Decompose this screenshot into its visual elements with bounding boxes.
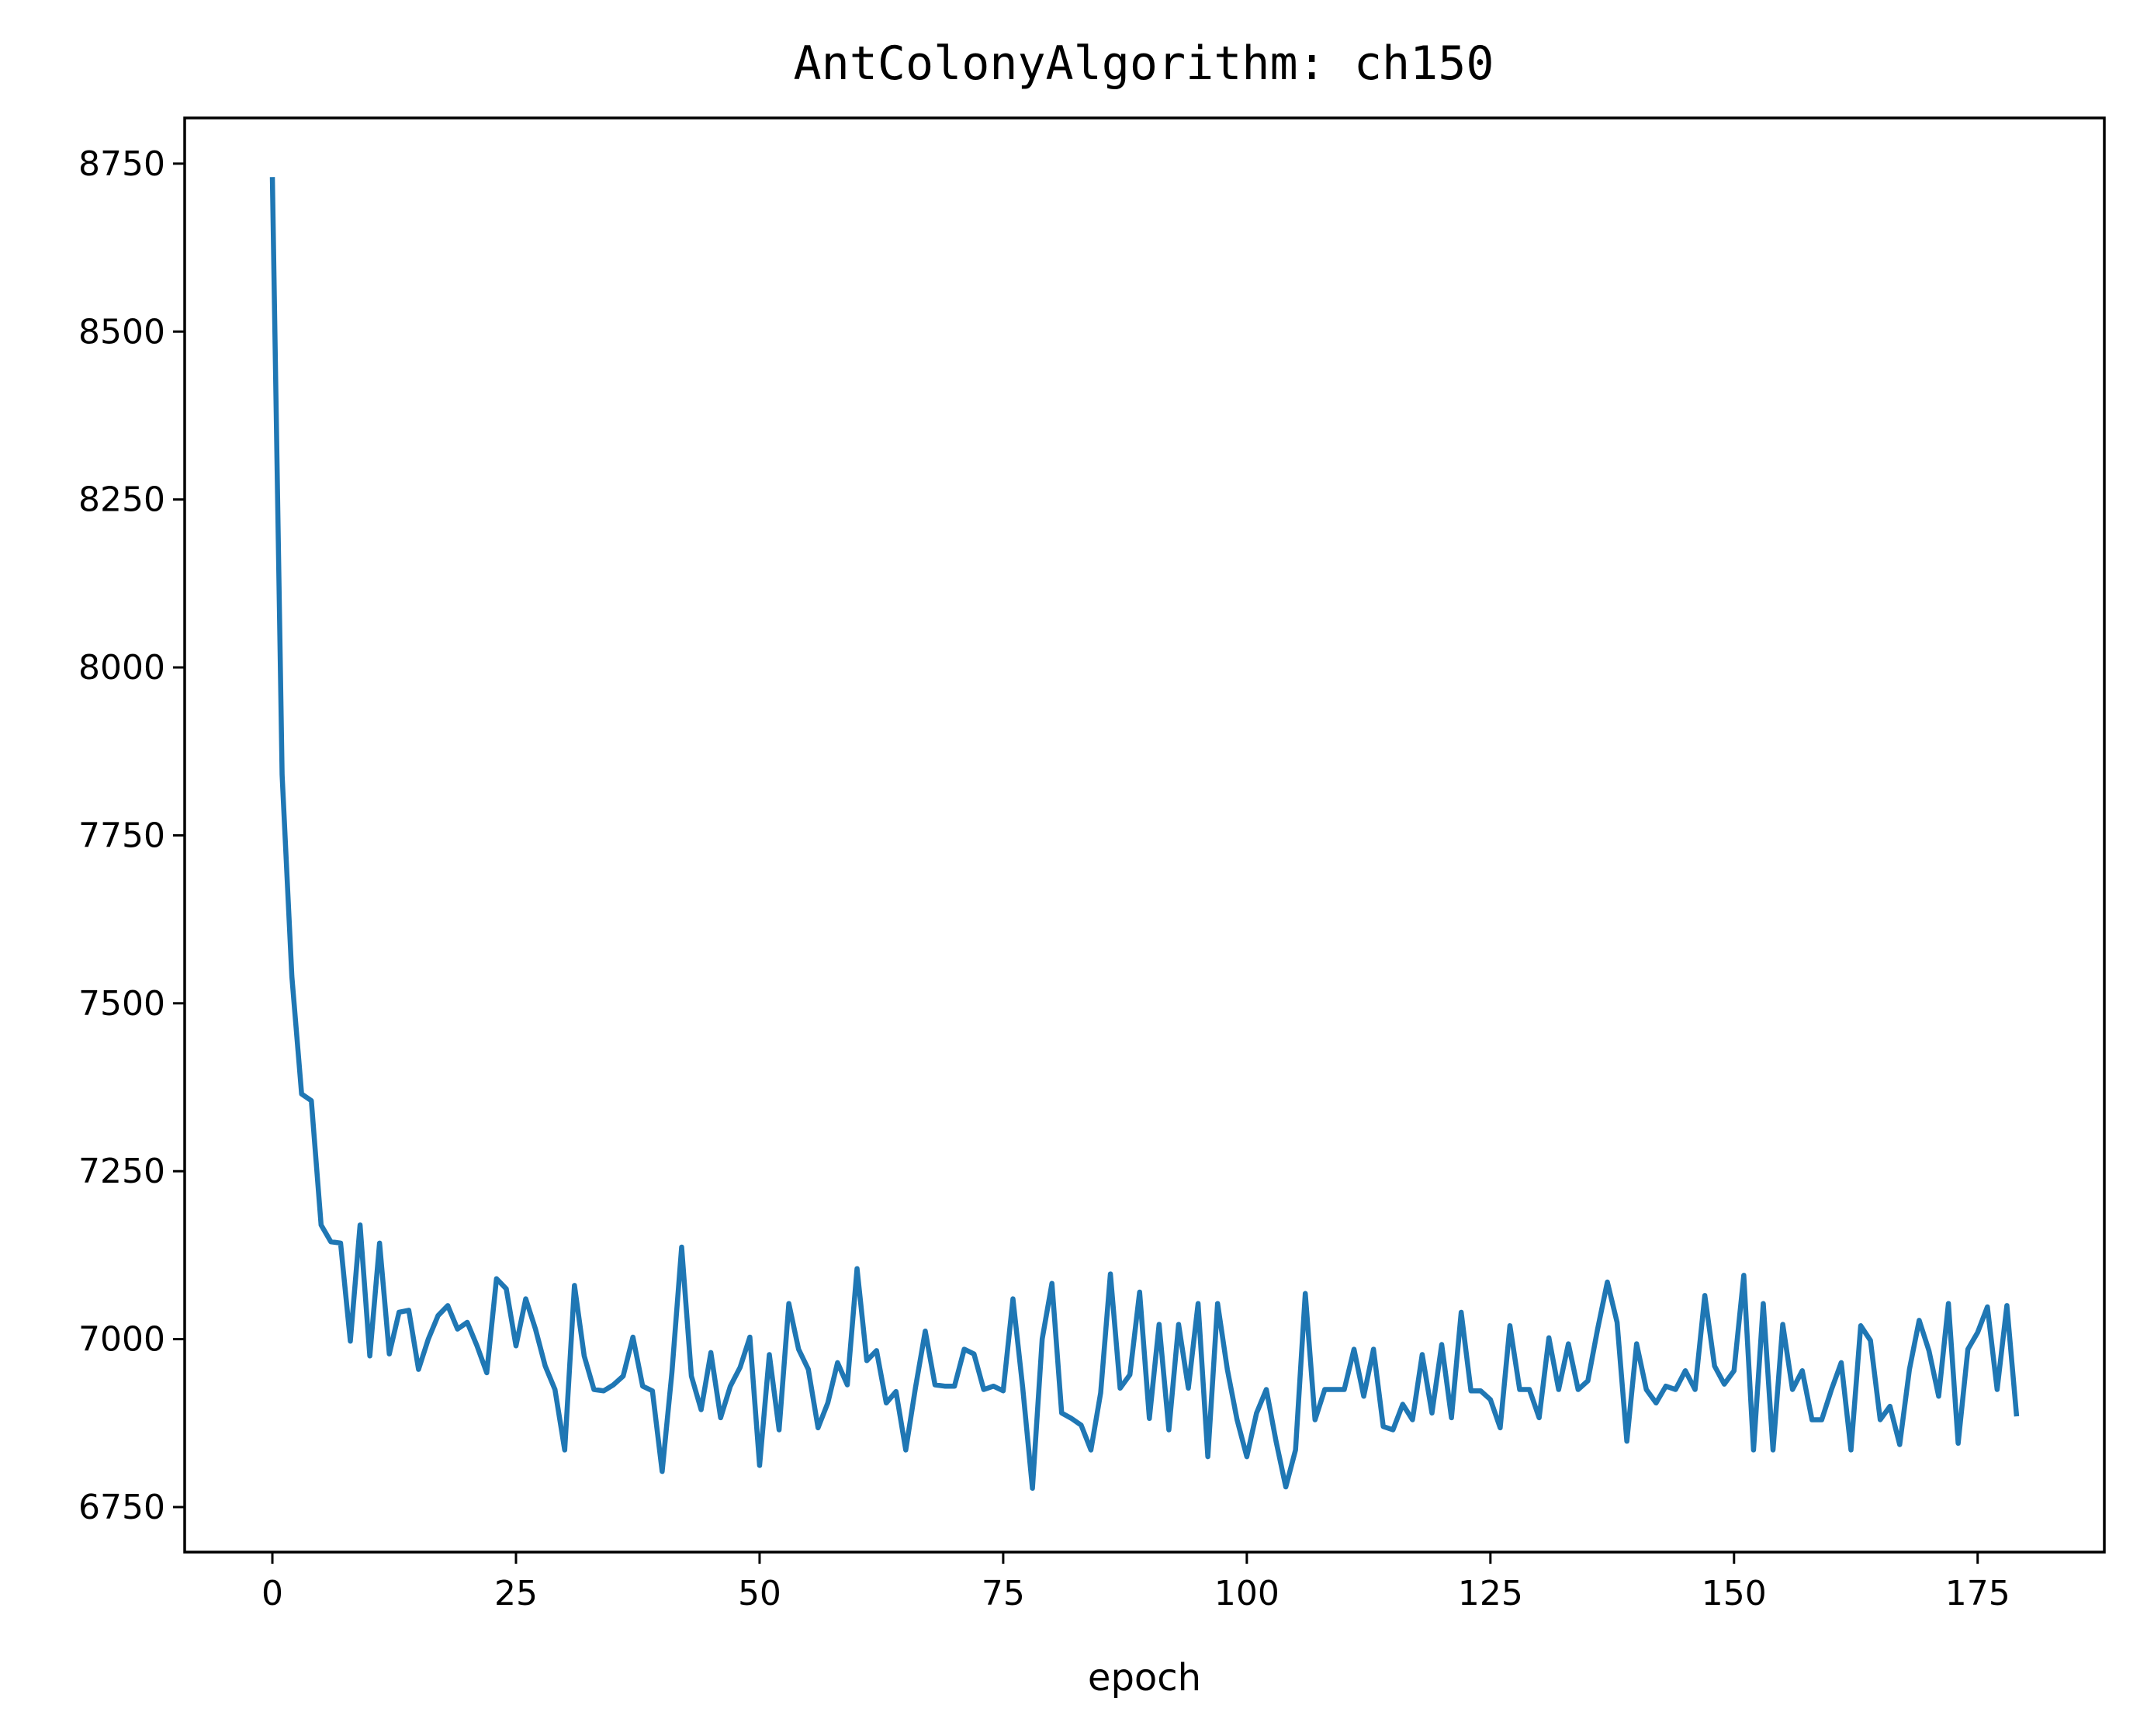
x-tick-label: 125: [1458, 1574, 1523, 1613]
y-tick-label: 7250: [78, 1152, 165, 1191]
y-tick-label: 8500: [78, 312, 165, 352]
chart-title: AntColonyAlgorithm: ch150: [793, 36, 1494, 91]
x-tick-label: 25: [494, 1574, 538, 1613]
x-tick-label: 175: [1945, 1574, 2010, 1613]
x-tick-label: 75: [982, 1574, 1025, 1613]
y-tick-label: 7000: [78, 1320, 165, 1360]
x-tick-label: 0: [261, 1574, 283, 1613]
x-tick-label: 50: [738, 1574, 781, 1613]
ticks-layer: 0 25 50 75 100 125 150 175 6750 7000 7250 7500 7750 8…: [78, 144, 2010, 1613]
x-tick-label: 150: [1702, 1574, 1767, 1613]
y-tick-label: 8750: [78, 144, 165, 184]
y-tick-label: 7500: [78, 984, 165, 1024]
axes-frame: [183, 116, 2106, 1554]
y-tick-label: 6750: [78, 1488, 165, 1527]
x-tick-label: 100: [1214, 1574, 1280, 1613]
y-tick-label: 8250: [78, 480, 165, 520]
y-tick-label: 7750: [78, 816, 165, 855]
plot-layer: [269, 177, 2020, 1492]
y-tick-label: 8000: [78, 648, 165, 688]
x-axis-label: epoch: [1088, 1656, 1201, 1700]
series-line-0: [269, 177, 2020, 1492]
